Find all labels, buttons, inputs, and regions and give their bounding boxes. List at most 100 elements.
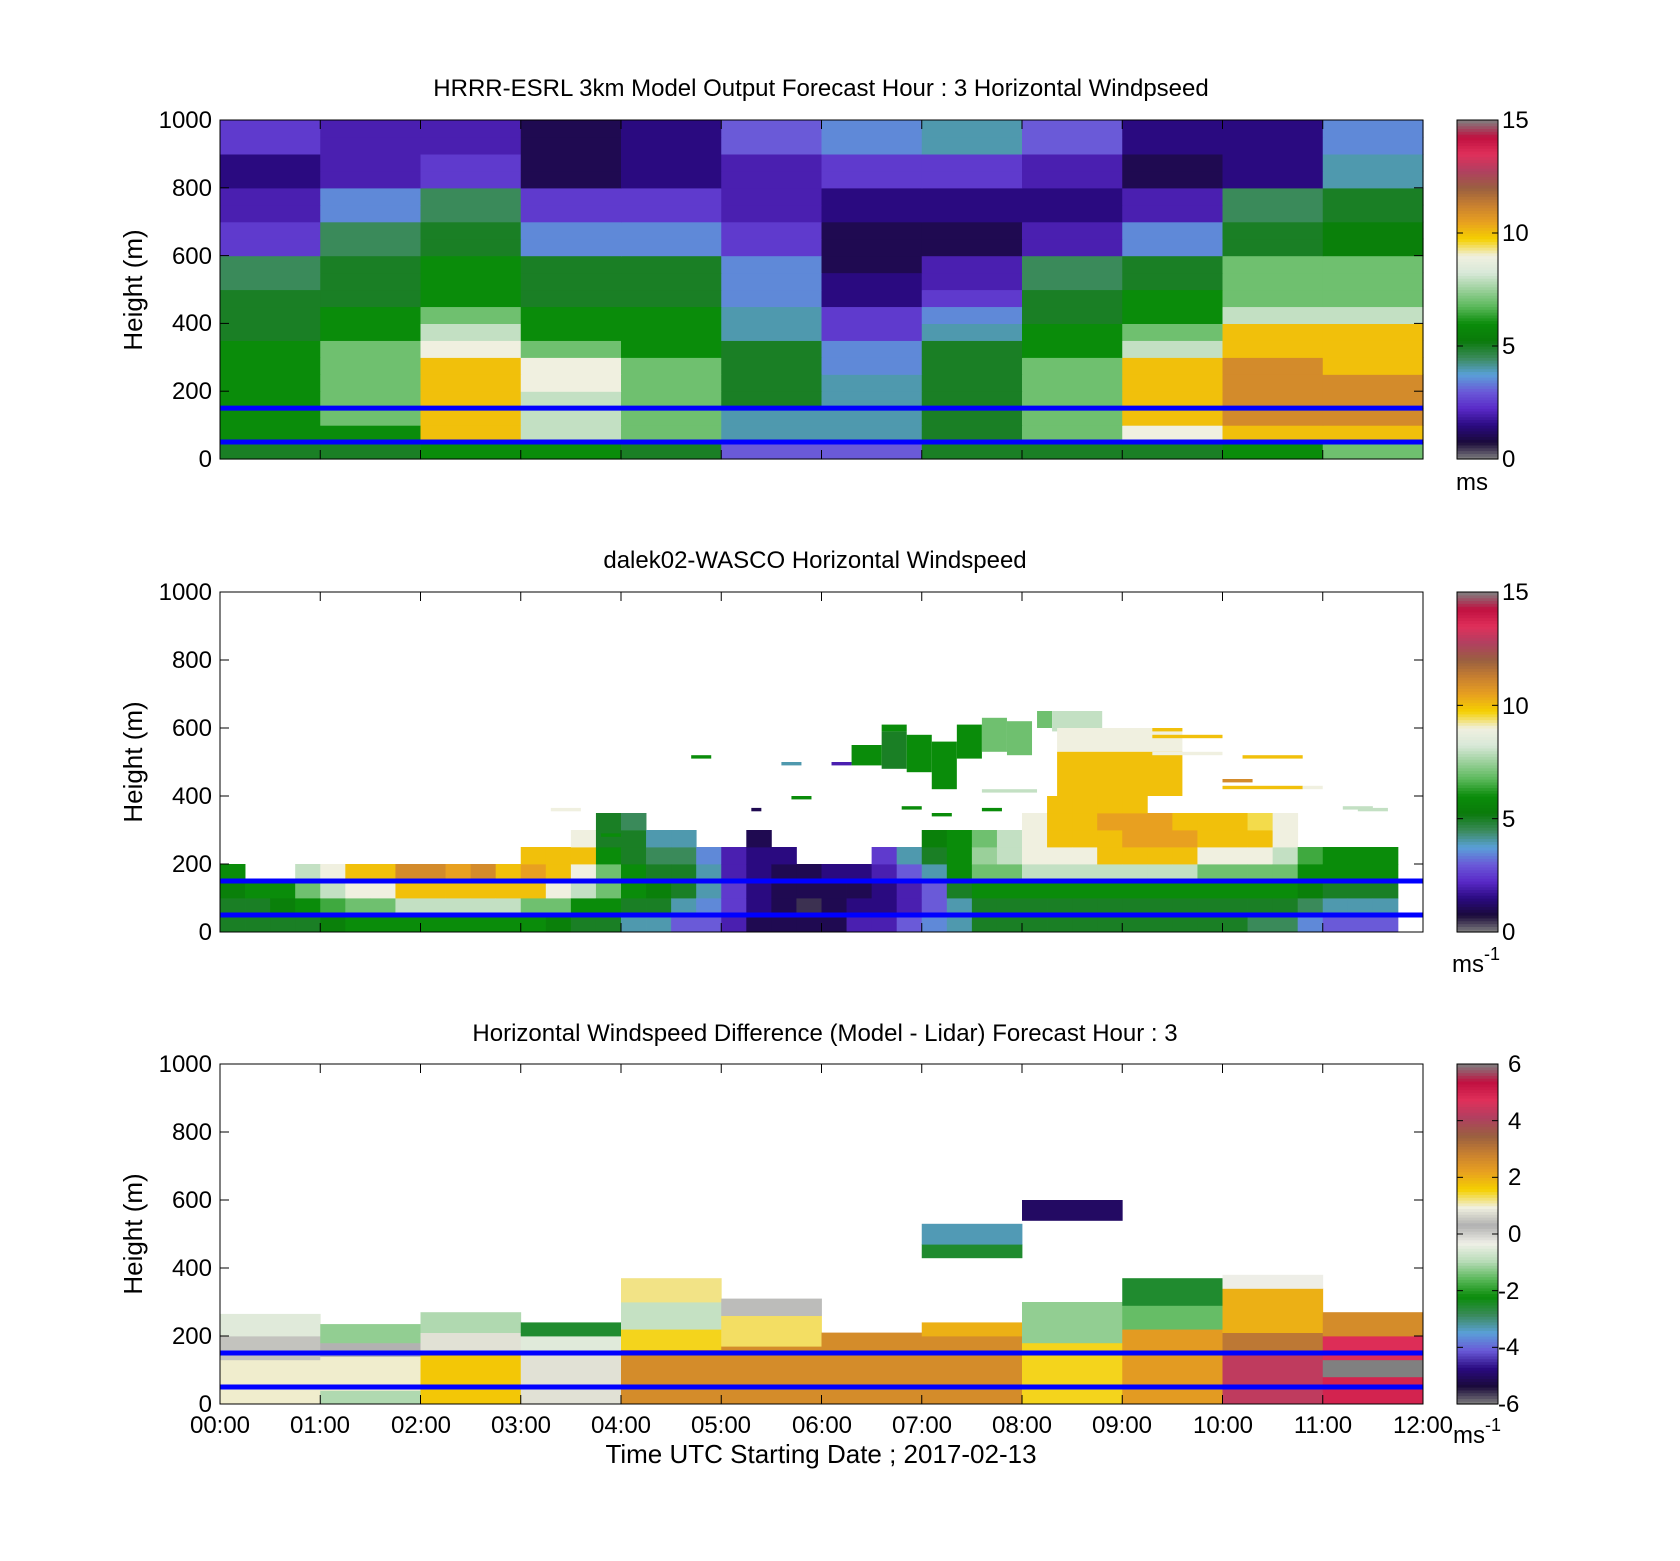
heatmap-cell xyxy=(1322,255,1424,274)
colorbar-swatch xyxy=(1457,312,1498,316)
heatmap-cell xyxy=(971,847,998,865)
colorbar-swatch xyxy=(1457,1146,1498,1150)
colorbar-swatch xyxy=(1457,742,1498,746)
heatmap-cell xyxy=(671,847,697,865)
colorbar-swatch xyxy=(1457,272,1498,276)
colorbar-swatch xyxy=(1457,1174,1498,1178)
heatmap-cell xyxy=(1197,881,1223,899)
heatmap-cell xyxy=(821,915,847,933)
colorbar-swatch xyxy=(1457,184,1498,189)
colorbar-swatch xyxy=(1457,696,1498,701)
heatmap-cell xyxy=(1147,898,1173,916)
colorbar-swatch xyxy=(1457,1106,1498,1110)
colorbar-swatch xyxy=(1457,1185,1498,1190)
heatmap-cell xyxy=(220,864,246,882)
colorbar-swatch xyxy=(1457,708,1498,712)
colorbar-swatch xyxy=(1457,810,1498,814)
heatmap-cell xyxy=(846,881,873,899)
colorbar-swatch xyxy=(1457,269,1498,274)
colorbar-swatch xyxy=(1457,204,1498,209)
heatmap-cell xyxy=(1122,425,1224,443)
colorbar-swatch xyxy=(1457,827,1498,831)
heatmap-segment xyxy=(1302,785,1323,790)
colorbar-swatch xyxy=(1457,1112,1498,1116)
heatmap-cell xyxy=(821,238,923,257)
colorbar-swatch xyxy=(1457,728,1498,732)
heatmap-segment xyxy=(1242,755,1303,759)
colorbar-swatch xyxy=(1457,1372,1498,1377)
heatmap-cell xyxy=(671,898,697,916)
heatmap-cell xyxy=(320,153,422,172)
heatmap-cell xyxy=(621,272,722,291)
colorbar-swatch xyxy=(1457,266,1498,271)
colorbar-swatch xyxy=(1457,334,1498,339)
heatmap-cell xyxy=(921,1322,1023,1337)
heatmap-cell xyxy=(1222,391,1324,409)
heatmap-cell xyxy=(1072,864,1098,882)
heatmap-cell xyxy=(1222,357,1324,375)
heatmap-cell xyxy=(520,204,622,223)
heatmap-cell xyxy=(621,255,722,274)
heatmap-cell xyxy=(1322,915,1349,933)
heatmap-cell xyxy=(1122,289,1224,308)
heatmap-segment xyxy=(931,813,952,817)
colorbar-swatch xyxy=(1457,889,1498,893)
panel3-title: Horizontal Windspeed Difference (Model -… xyxy=(472,1020,1177,1047)
heatmap-cell xyxy=(821,289,923,308)
colorbar-swatch xyxy=(1457,1231,1498,1235)
heatmap-cell xyxy=(821,881,847,899)
colorbar-swatch xyxy=(1457,657,1498,661)
colorbar-swatch xyxy=(1457,730,1498,735)
heatmap-cell xyxy=(520,289,622,308)
colorbar-swatch xyxy=(1457,858,1498,862)
heatmap-cell xyxy=(420,306,522,324)
panel1-x-ticks xyxy=(220,120,1423,459)
heatmap-cell xyxy=(1122,136,1224,155)
colorbar-swatch xyxy=(1457,442,1498,446)
heatmap-cell xyxy=(1222,221,1324,240)
heatmap-cell xyxy=(621,408,722,426)
heatmap-cell xyxy=(996,864,1023,882)
colorbar-swatch xyxy=(1457,162,1498,166)
colorbar-swatch xyxy=(1457,1276,1498,1280)
panel2-colorbar xyxy=(1457,591,1498,933)
colorbar-swatch xyxy=(1457,1075,1498,1079)
colorbar-swatch xyxy=(1457,207,1498,211)
colorbar-swatch xyxy=(1457,1313,1498,1317)
panel3-y-axis-label: Height (m) xyxy=(118,1173,148,1294)
heatmap-cell xyxy=(946,864,973,882)
heatmap-cell xyxy=(320,898,346,916)
colorbar-swatch xyxy=(1457,1069,1498,1074)
heatmap-cell xyxy=(1322,204,1424,223)
panel1-ytick-label: 1000 xyxy=(159,107,212,134)
heatmap-cell xyxy=(1222,442,1324,460)
heatmap-cell xyxy=(1222,238,1324,257)
heatmap-cell xyxy=(921,847,948,865)
colorbar-swatch xyxy=(1457,422,1498,426)
colorbar-swatch xyxy=(1457,210,1498,214)
colorbar-swatch xyxy=(1457,120,1498,124)
heatmap-cell xyxy=(621,1302,722,1330)
heatmap-cell xyxy=(320,1390,421,1405)
heatmap-cell xyxy=(1347,898,1374,916)
heatmap-cell xyxy=(946,881,973,899)
colorbar-swatch xyxy=(1457,1392,1498,1397)
heatmap-cell xyxy=(570,881,597,899)
heatmap-cell xyxy=(921,881,948,899)
heatmap-cell xyxy=(821,120,923,138)
heatmap-cell xyxy=(621,864,647,882)
panel2-ytick-label: 400 xyxy=(172,783,212,810)
colorbar-swatch xyxy=(1457,917,1498,922)
colorbar-swatch xyxy=(1457,159,1498,163)
colorbar-swatch xyxy=(1457,651,1498,655)
colorbar-swatch xyxy=(1457,1259,1498,1263)
colorbar-swatch xyxy=(1457,1109,1498,1113)
heatmap-cell xyxy=(1022,204,1123,223)
colorbar-swatch xyxy=(1457,1395,1498,1399)
heatmap-cell xyxy=(621,238,722,257)
heatmap-cell xyxy=(1047,813,1073,831)
colorbar-swatch xyxy=(1457,1143,1498,1147)
colorbar-swatch xyxy=(1457,399,1498,404)
colorbar-swatch xyxy=(1457,317,1498,322)
